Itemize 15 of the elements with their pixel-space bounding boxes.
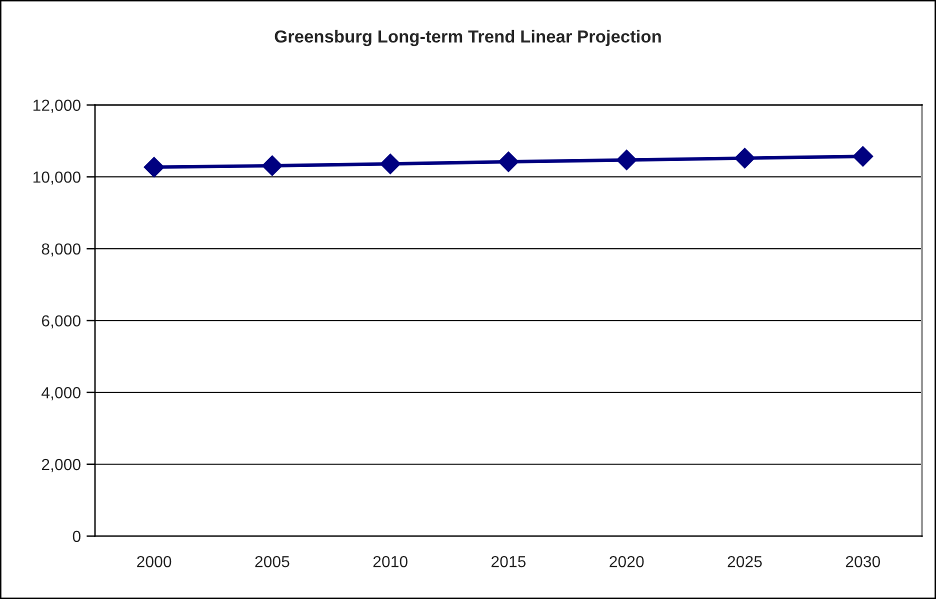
y-tick-label: 8,000 [42, 243, 80, 257]
chart-title: Greensburg Long-term Trend Linear Projection [274, 30, 661, 46]
y-tick-label: 4,000 [42, 387, 80, 400]
x-tick-label: 2010 [373, 556, 408, 568]
x-tick-label: 2020 [610, 556, 644, 568]
y-tick-label: 10,000 [33, 171, 80, 185]
y-tick-label: 12,000 [33, 100, 80, 113]
y-tick-label: 0 [72, 530, 80, 542]
x-tick-label: 2015 [492, 556, 526, 568]
x-tick-label: 2025 [728, 556, 762, 568]
x-tick-label: 2005 [255, 556, 290, 568]
x-tick-label: 2030 [846, 556, 880, 568]
y-tick-label: 2,000 [42, 458, 80, 472]
x-tick-label: 2000 [137, 556, 172, 568]
y-tick-label: 6,000 [42, 315, 80, 328]
